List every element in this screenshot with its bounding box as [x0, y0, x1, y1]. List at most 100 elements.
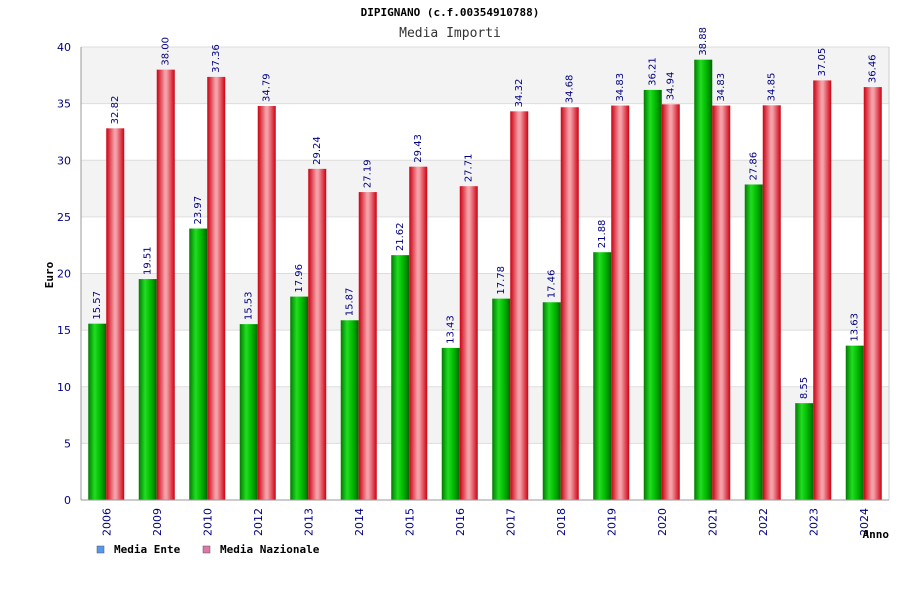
data-label: 37.36: [211, 44, 222, 73]
bar-media-nazionale: [106, 128, 125, 500]
x-tick-label: 2017: [504, 508, 517, 536]
x-tick-label: 2019: [605, 508, 618, 536]
bar-media-ente: [492, 298, 511, 500]
bar-media-nazionale: [510, 111, 529, 501]
bar-media-ente: [542, 302, 561, 500]
data-label: 34.32: [514, 79, 525, 108]
bar-media-ente: [694, 59, 713, 501]
x-tick-label: 2006: [100, 508, 113, 536]
y-tick-label: 5: [64, 437, 71, 450]
y-tick-label: 35: [57, 98, 71, 111]
bar-media-ente: [138, 279, 157, 500]
data-label: 36.46: [868, 54, 879, 83]
data-label: 17.78: [496, 266, 507, 295]
bar-media-nazionale: [308, 168, 327, 500]
x-tick-label: 2018: [555, 508, 568, 536]
data-label: 34.79: [262, 73, 273, 102]
data-label: 38.88: [698, 27, 709, 56]
data-label: 21.88: [597, 220, 608, 249]
x-tick-label: 2013: [302, 508, 315, 536]
y-tick-label: 40: [57, 41, 71, 54]
y-tick-label: 25: [57, 211, 71, 224]
data-label: 38.00: [161, 37, 172, 66]
y-tick-label: 30: [57, 154, 71, 167]
x-axis-ticks: 2006 2009 2010 2012 2013 2014 2015 2016 2017 2018…: [100, 508, 871, 536]
x-tick-label: 2012: [252, 508, 265, 536]
x-tick-label: 2015: [403, 508, 416, 536]
chart-title: DIPIGNANO (c.f.00354910788): [361, 6, 540, 19]
series-media-nazionale: [106, 69, 882, 501]
y-axis-label: Euro: [43, 261, 56, 288]
data-label: 15.53: [244, 291, 255, 320]
data-label: 17.96: [294, 264, 305, 293]
data-label: 15.87: [345, 288, 356, 317]
x-tick-label: 2022: [757, 508, 770, 536]
legend-label-media-ente: Media Ente: [114, 543, 181, 556]
bar-media-nazionale: [813, 80, 832, 500]
bar-media-ente: [290, 296, 309, 500]
data-label: 13.43: [446, 315, 457, 344]
data-label: 21.62: [395, 223, 406, 252]
data-label: 34.83: [615, 73, 626, 102]
bar-media-nazionale: [863, 87, 882, 500]
x-tick-label: 2020: [656, 508, 669, 536]
data-label: 27.19: [363, 159, 374, 188]
bar-media-nazionale: [560, 107, 579, 501]
data-label: 37.05: [817, 48, 828, 77]
bar-media-nazionale: [762, 105, 781, 500]
legend-swatch-media-nazionale: [202, 545, 211, 554]
bar-media-nazionale: [611, 105, 630, 501]
bar-media-nazionale: [207, 76, 226, 500]
bar-media-ente: [391, 255, 410, 500]
legend-swatch-media-ente: [96, 545, 105, 554]
bar-media-ente: [643, 89, 662, 500]
x-axis-label: Anno: [863, 528, 890, 541]
bar-media-ente: [189, 228, 208, 501]
bar-media-nazionale: [156, 69, 175, 501]
data-label: 34.94: [666, 72, 677, 101]
bar-media-nazionale: [459, 186, 478, 500]
bar-media-nazionale: [257, 106, 276, 501]
data-label: 27.86: [749, 152, 760, 181]
x-tick-label: 2010: [201, 508, 214, 536]
bar-media-ente: [744, 184, 763, 500]
bar-media-ente: [239, 324, 258, 500]
data-label: 36.21: [648, 57, 659, 86]
data-label: 23.97: [193, 196, 204, 225]
bar-media-ente: [441, 347, 460, 500]
x-tick-label: 2024: [858, 508, 871, 536]
bar-media-nazionale: [409, 166, 428, 500]
bar-media-ente: [845, 345, 864, 500]
data-label: 34.83: [716, 73, 727, 102]
data-label: 29.24: [312, 136, 323, 165]
data-label: 32.82: [110, 96, 121, 125]
data-label: 17.46: [547, 270, 558, 299]
y-axis-ticks: 0 5 10 15 20 25 30 35 40: [57, 41, 71, 507]
data-label: 27.71: [464, 154, 475, 183]
legend-label-media-nazionale: Media Nazionale: [220, 543, 320, 556]
data-label: 29.43: [413, 134, 424, 163]
data-label: 8.55: [799, 377, 810, 399]
legend: Media Ente Media Nazionale: [96, 543, 320, 556]
bar-media-nazionale: [358, 192, 377, 501]
x-tick-label: 2016: [454, 508, 467, 536]
bar-media-ente: [593, 252, 612, 500]
data-label: 15.57: [92, 291, 103, 320]
bar-media-ente: [340, 320, 359, 500]
y-tick-label: 0: [64, 494, 71, 507]
chart-subtitle: Media Importi: [399, 26, 501, 41]
data-label: 19.51: [143, 246, 154, 275]
bar-media-nazionale: [712, 105, 731, 501]
y-tick-label: 10: [57, 381, 71, 394]
x-tick-label: 2009: [151, 508, 164, 536]
bar-media-ente: [88, 323, 107, 500]
series-media-ente: [88, 59, 864, 501]
x-tick-label: 2014: [353, 508, 366, 536]
y-tick-label: 20: [57, 268, 71, 281]
x-tick-label: 2023: [807, 508, 820, 536]
x-tick-label: 2021: [706, 508, 719, 536]
value-labels: 15.57 32.82 19.51 38.00 23.97 37.36 15.53 34.79…: [92, 27, 879, 399]
data-label: 34.68: [565, 75, 576, 104]
bar-media-nazionale: [661, 104, 680, 500]
